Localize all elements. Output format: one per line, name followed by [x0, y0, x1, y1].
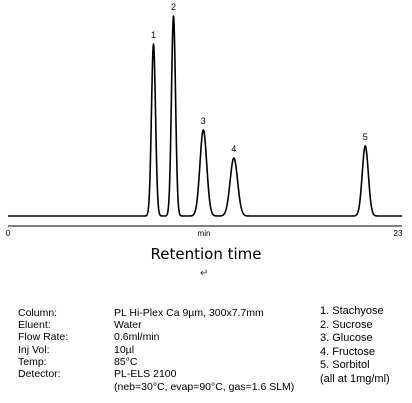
condition-value: Water	[114, 319, 142, 332]
condition-row: Inj Vol: 10µl	[18, 344, 294, 356]
legend-item: 5. Sorbitol	[320, 359, 370, 372]
peak-labels: 1 2 3 4 5	[151, 2, 368, 154]
condition-label: Temp:	[18, 355, 47, 368]
condition-row: Detector: PL-ELS 2100	[18, 368, 294, 380]
peak-label-1: 1	[151, 30, 156, 40]
condition-label: Column:	[18, 307, 58, 319]
detector-note: (neb=30°C, evap=90°C, gas=1.6 SLM)	[114, 381, 295, 394]
condition-value: 10µl	[114, 343, 135, 356]
condition-label: Inj Vol:	[18, 343, 50, 356]
conditions-table: Column: PL Hi-Plex Ca 9µm, 300x7.7mm Elu…	[18, 307, 294, 394]
condition-row: Column: PL Hi-Plex Ca 9µm, 300x7.7mm	[18, 307, 294, 319]
condition-value: 85°C	[114, 355, 138, 368]
chromatogram-trace	[7, 15, 402, 217]
condition-label: Flow Rate:	[18, 331, 69, 344]
legend-item: 2. Sucrose	[320, 318, 373, 331]
condition-row: Flow Rate: 0.6ml/min	[18, 331, 294, 343]
legend-note: (all at 1mg/ml)	[320, 372, 390, 385]
condition-row: Eluent: Water	[18, 319, 294, 331]
condition-label: Detector:	[18, 367, 61, 380]
x-tick-label-start: 0	[6, 229, 11, 238]
condition-value: PL Hi-Plex Ca 9µm, 300x7.7mm	[114, 307, 264, 319]
x-tick-label-end: 23	[394, 229, 403, 238]
condition-label: Eluent:	[18, 319, 51, 332]
condition-value: PL-ELS 2100	[114, 367, 177, 380]
x-axis-title: Retention time	[150, 245, 262, 263]
peak-label-3: 3	[201, 116, 206, 126]
x-tick-label-unit: min	[198, 229, 211, 238]
compound-legend: 1. Stachyose 2. Sucrose 3. Glucose 4. Fr…	[320, 305, 390, 387]
peak-label-5: 5	[363, 132, 368, 142]
condition-row: Temp: 85°C	[18, 356, 294, 368]
peak-label-2: 2	[171, 2, 176, 12]
legend-item: 4. Fructose	[320, 345, 376, 358]
return-mark: ↵	[200, 268, 209, 279]
legend-item: 1. Stachyose	[320, 305, 384, 317]
peak-label-4: 4	[231, 144, 236, 154]
condition-value: 0.6ml/min	[114, 331, 160, 344]
legend-item: 3. Glucose	[320, 332, 373, 345]
